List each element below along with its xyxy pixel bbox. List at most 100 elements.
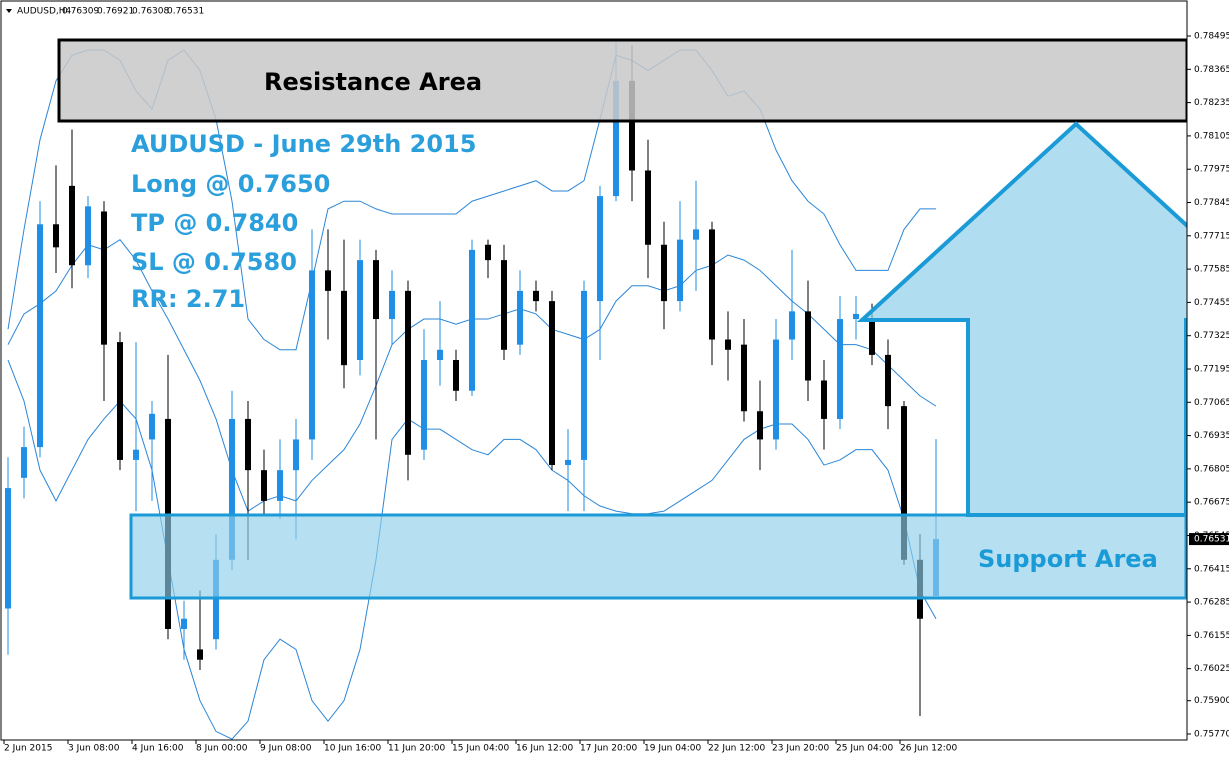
candle-body xyxy=(421,360,427,450)
x-tick-label: 19 Jun 04:00 xyxy=(644,744,701,754)
y-tick-label: 0.76805 xyxy=(1194,464,1229,474)
candle-body xyxy=(693,229,699,240)
candle-body xyxy=(485,244,491,261)
y-tick-label: 0.76415 xyxy=(1194,564,1229,574)
y-tick-label: 0.77325 xyxy=(1194,331,1229,341)
time-axis-panel xyxy=(0,740,1229,757)
y-tick-label: 0.76025 xyxy=(1194,664,1229,674)
menu-icon[interactable] xyxy=(6,9,12,13)
candle-body xyxy=(885,354,891,407)
candle-body xyxy=(533,290,539,302)
candle-body xyxy=(149,413,155,440)
info-line: TP @ 0.7840 xyxy=(131,209,298,237)
candle-body xyxy=(453,360,459,391)
candle-body xyxy=(741,344,747,412)
candle-body xyxy=(725,339,731,350)
x-tick-label: 22 Jun 12:00 xyxy=(708,744,765,754)
candle-body xyxy=(437,349,443,361)
plot-border xyxy=(0,0,1188,741)
candle-body xyxy=(837,319,843,419)
info-line: Long @ 0.7650 xyxy=(131,170,330,198)
candle-body xyxy=(901,406,907,560)
candle-body xyxy=(69,185,75,266)
x-tick-label: 25 Jun 04:00 xyxy=(836,744,893,754)
x-tick-label: 8 Jun 00:00 xyxy=(196,744,248,754)
candle-body xyxy=(709,229,715,340)
header-low: 0.76308 xyxy=(132,7,169,17)
current-price-box xyxy=(1189,533,1229,546)
y-tick-label: 0.77715 xyxy=(1194,231,1229,241)
candle-body xyxy=(613,80,619,197)
annotations: Resistance Area Support Area AUDUSD - Ju… xyxy=(57,38,1229,600)
resistance-label: Resistance Area xyxy=(264,68,482,96)
candle-body xyxy=(133,449,139,460)
candle-body xyxy=(101,211,107,345)
symbol-label: AUDUSD,H4 xyxy=(17,7,72,17)
x-tick-label: 26 Jun 12:00 xyxy=(900,744,957,754)
candle-body xyxy=(117,342,123,460)
arrow xyxy=(856,121,1229,517)
current-price-label: 0.76531 xyxy=(1194,535,1229,545)
candle-body xyxy=(677,239,683,302)
candle-body xyxy=(789,311,795,340)
candle-body xyxy=(821,380,827,419)
y-tick-label: 0.77975 xyxy=(1194,165,1229,175)
candle-body xyxy=(469,249,475,391)
candle-body xyxy=(37,224,43,448)
x-tick-label: 10 Jun 16:00 xyxy=(324,744,381,754)
candle-body xyxy=(645,170,651,245)
candle-body xyxy=(629,80,635,171)
header-open: 0.76309 xyxy=(62,7,99,17)
y-tick-label: 0.77195 xyxy=(1194,364,1229,374)
x-tick-label: 16 Jun 12:00 xyxy=(516,744,573,754)
candle-body xyxy=(549,301,555,466)
x-tick-label: 4 Jun 16:00 xyxy=(132,744,184,754)
y-tick-label: 0.78365 xyxy=(1194,65,1229,75)
x-tick-label: 9 Jun 08:00 xyxy=(260,744,312,754)
candle-body xyxy=(757,411,763,440)
candle-body xyxy=(597,196,603,302)
y-tick-label: 0.78495 xyxy=(1194,32,1229,42)
info-line: RR: 2.71 xyxy=(131,285,245,313)
candle-body xyxy=(341,290,347,366)
price-axis-panel xyxy=(1187,0,1229,757)
y-tick-label: 0.76935 xyxy=(1194,431,1229,441)
candle-body xyxy=(501,260,507,350)
x-tick-label: 2 Jun 2015 xyxy=(4,744,52,754)
header-close: 0.76531 xyxy=(167,7,204,17)
candle-body xyxy=(197,649,203,660)
support-area xyxy=(129,513,1188,600)
x-tick-label: 11 Jun 20:00 xyxy=(388,744,445,754)
y-tick-label: 0.76285 xyxy=(1194,598,1229,608)
x-tick-label: 17 Jun 20:00 xyxy=(580,744,637,754)
candle-body xyxy=(517,290,523,345)
candle-body xyxy=(565,459,571,466)
candle-body xyxy=(293,439,299,471)
y-tick-label: 0.76675 xyxy=(1194,498,1229,508)
candle-body xyxy=(53,224,59,248)
y-tick-label: 0.77065 xyxy=(1194,398,1229,408)
candle-body xyxy=(357,260,363,361)
candle-body xyxy=(21,447,27,478)
x-tick-label: 3 Jun 08:00 xyxy=(68,744,120,754)
y-tick-label: 0.77455 xyxy=(1194,298,1229,308)
info-line: AUDUSD - June 29th 2015 xyxy=(131,130,476,158)
candle-body xyxy=(405,290,411,455)
x-tick-label: 15 Jun 04:00 xyxy=(452,744,509,754)
candle-body xyxy=(325,270,331,291)
candle-body xyxy=(245,418,251,471)
y-tick-label: 0.75900 xyxy=(1194,696,1229,706)
candle-body xyxy=(581,290,587,460)
support-label: Support Area xyxy=(978,545,1158,573)
x-tick-label: 23 Jun 20:00 xyxy=(772,744,829,754)
candle-body xyxy=(309,270,315,440)
candle-body xyxy=(869,319,875,355)
y-tick-label: 0.77845 xyxy=(1194,198,1229,208)
candle-body xyxy=(261,470,267,501)
candle-body xyxy=(5,488,11,609)
resistance-area xyxy=(57,38,1189,123)
candle-body xyxy=(661,244,667,302)
candle-body xyxy=(773,339,779,440)
info-line: SL @ 0.7580 xyxy=(131,248,297,276)
